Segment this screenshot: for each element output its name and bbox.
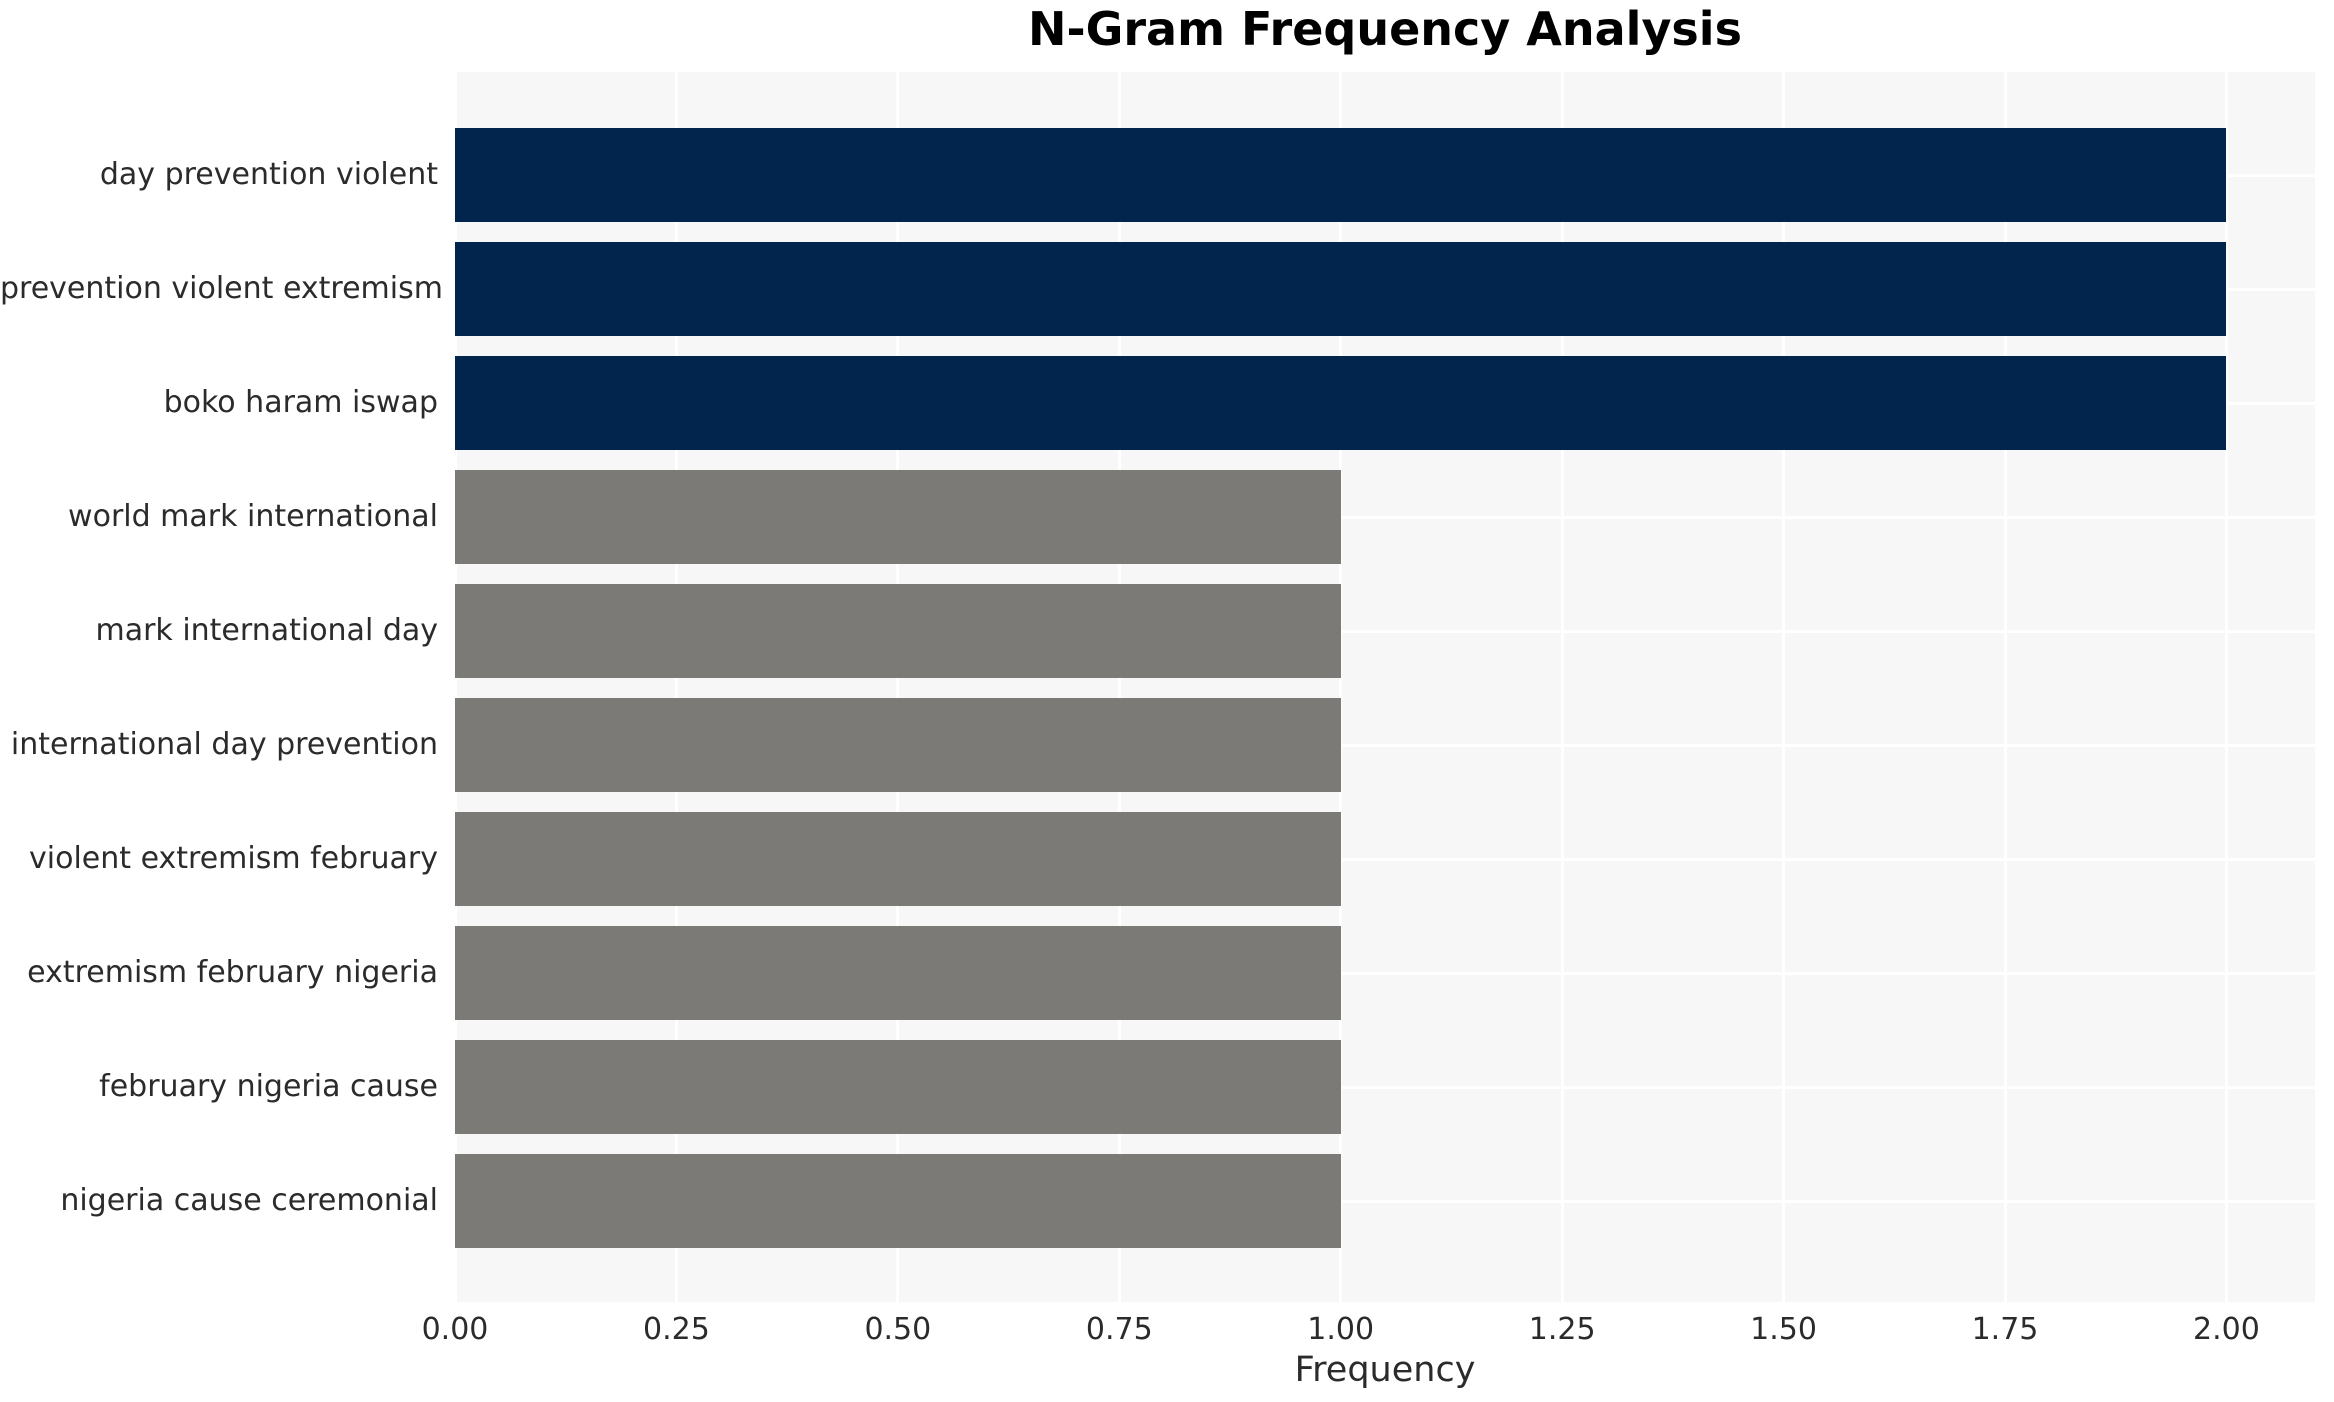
gridline-horizontal bbox=[455, 857, 2315, 861]
category-label: international day prevention bbox=[10, 727, 438, 762]
gridline-horizontal bbox=[455, 1199, 2315, 1203]
gridline-vertical bbox=[2003, 72, 2007, 1302]
gridline-vertical bbox=[896, 72, 900, 1302]
x-tick-label: 0.50 bbox=[864, 1312, 932, 1347]
x-tick-label: 1.25 bbox=[1528, 1312, 1596, 1347]
gridline-vertical bbox=[1339, 72, 1343, 1302]
category-label: violent extremism february bbox=[29, 841, 438, 876]
bar bbox=[455, 926, 1341, 1020]
bar bbox=[455, 584, 1341, 678]
x-tick-label: 1.50 bbox=[1750, 1312, 1817, 1347]
bar bbox=[455, 356, 2227, 450]
gridline-horizontal bbox=[455, 515, 2315, 519]
chart-title: N-Gram Frequency Analysis bbox=[1028, 2, 1742, 56]
gridline-horizontal bbox=[455, 1085, 2315, 1089]
gridline-vertical bbox=[1560, 72, 1564, 1302]
gridline-horizontal bbox=[455, 971, 2315, 975]
x-tick-label: 0.25 bbox=[643, 1312, 710, 1347]
category-label: nigeria cause ceremonial bbox=[60, 1183, 438, 1218]
x-tick-label: 0.75 bbox=[1085, 1312, 1153, 1347]
bar bbox=[455, 812, 1341, 906]
gridline-horizontal bbox=[455, 743, 2315, 747]
plot-area bbox=[453, 72, 2315, 1302]
category-label: mark international day bbox=[95, 613, 438, 648]
category-label: world mark international bbox=[68, 499, 438, 534]
bar bbox=[455, 470, 1341, 564]
x-axis-label: Frequency bbox=[1294, 1350, 1476, 1390]
gridline-vertical bbox=[453, 72, 457, 1302]
bar bbox=[455, 698, 1341, 792]
bar bbox=[455, 128, 2227, 222]
category-label: day prevention violent bbox=[99, 157, 438, 192]
bar bbox=[455, 1154, 1341, 1248]
bar bbox=[455, 1040, 1341, 1134]
gridline-horizontal bbox=[455, 629, 2315, 633]
category-label: extremism february nigeria bbox=[27, 955, 438, 990]
gridline-vertical bbox=[674, 72, 678, 1302]
x-tick-label: 1.00 bbox=[1307, 1312, 1375, 1347]
bar bbox=[455, 242, 2227, 336]
x-tick-label: 1.75 bbox=[1971, 1312, 2039, 1347]
category-label: boko haram iswap bbox=[163, 385, 438, 420]
gridline-vertical bbox=[2224, 72, 2228, 1302]
x-tick-label: 0.00 bbox=[421, 1312, 489, 1347]
gridline-vertical bbox=[1782, 72, 1786, 1302]
category-label: prevention violent extremism bbox=[0, 271, 443, 306]
x-tick-label: 2.00 bbox=[2193, 1312, 2260, 1347]
gridline-vertical bbox=[1117, 72, 1121, 1302]
category-label: february nigeria cause bbox=[99, 1069, 438, 1104]
